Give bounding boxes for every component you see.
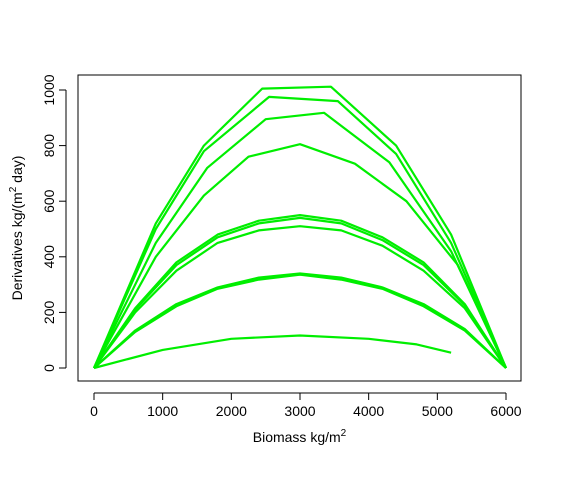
series-line-6 xyxy=(93,216,507,369)
x-tick-label: 2000 xyxy=(216,403,247,419)
series-line-10 xyxy=(93,334,452,370)
x-tick-label: 3000 xyxy=(284,403,315,419)
x-tick-label: 1000 xyxy=(147,403,178,419)
series-line-4 xyxy=(93,143,507,369)
y-tick-label: 0 xyxy=(41,364,57,372)
series-line-2 xyxy=(92,95,508,369)
y-tick-label: 1000 xyxy=(41,74,57,105)
y-axis-label: Derivatives kg/(m2 day) xyxy=(8,156,25,301)
x-tick-label: 6000 xyxy=(490,403,521,419)
series-layer xyxy=(92,85,508,370)
y-tick-label: 600 xyxy=(41,189,57,213)
x-axis-label: Biomass kg/m2 xyxy=(253,428,347,445)
y-tick-label: 400 xyxy=(41,245,57,269)
y-tick-label: 800 xyxy=(41,134,57,158)
series-line-7 xyxy=(93,225,507,369)
x-tick-label: 4000 xyxy=(353,403,384,419)
x-tick-label: 0 xyxy=(90,403,98,419)
series-line-1 xyxy=(92,85,508,369)
y-tick-label: 200 xyxy=(41,301,57,325)
y-axis: 0 200 400 600 800 1000 xyxy=(41,74,67,372)
series-line-5 xyxy=(93,214,507,369)
plot-box xyxy=(77,74,522,382)
series-line-3 xyxy=(93,111,507,369)
x-axis: 0 1000 2000 3000 4000 5000 6000 xyxy=(90,392,522,419)
series-line-9 xyxy=(93,273,507,369)
x-tick-label: 5000 xyxy=(422,403,453,419)
